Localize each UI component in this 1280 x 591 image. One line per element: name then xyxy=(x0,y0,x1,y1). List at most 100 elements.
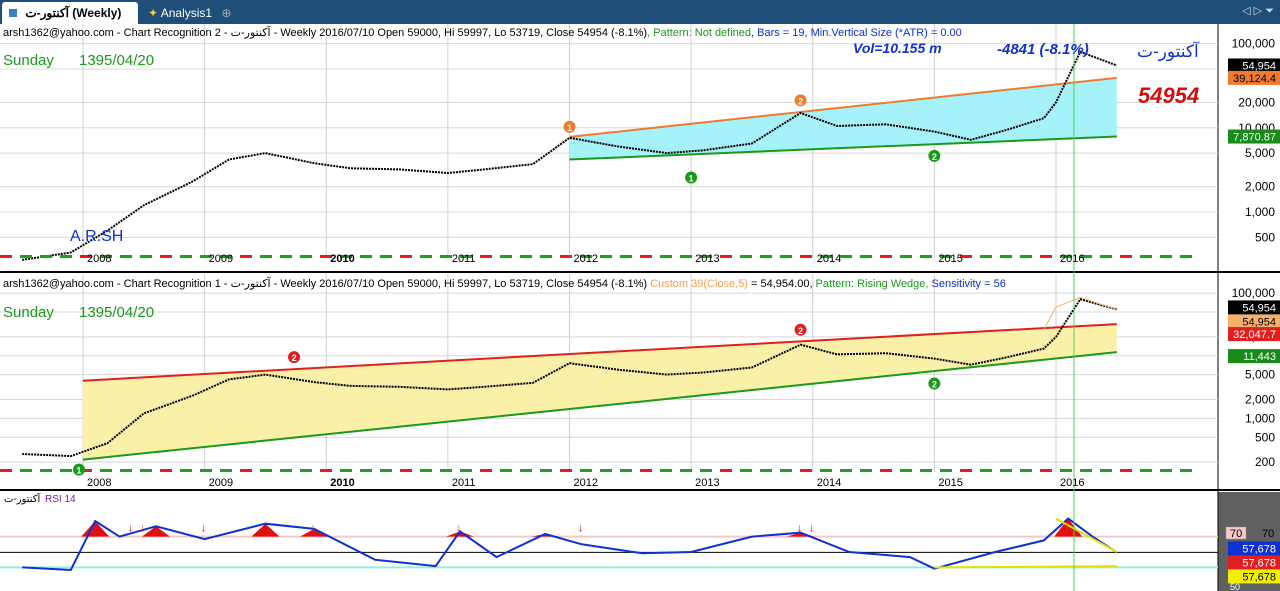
add-tab-icon[interactable]: ⊕ xyxy=(221,6,232,20)
pattern-point-marker-label: 1 xyxy=(689,174,694,184)
rsi-tag xyxy=(1228,541,1280,556)
channel-upper-line[interactable] xyxy=(569,76,1117,138)
wedge-upper-line[interactable] xyxy=(82,323,1117,382)
rsi-signal-arrow-icon: ↓ xyxy=(456,520,462,534)
wedge-lower-line[interactable] xyxy=(82,351,1117,461)
tab-analysis[interactable]: ✦ Analysis1 ⊕ xyxy=(142,2,238,24)
volume-stripe xyxy=(580,255,592,258)
wedge-fill xyxy=(83,324,1117,460)
volume-stripe xyxy=(480,255,492,258)
volume-stripe xyxy=(460,255,472,258)
y-tick-label: 100,000 xyxy=(1232,37,1276,51)
volume-stripe xyxy=(460,469,472,472)
volume-stripe xyxy=(200,255,212,258)
chart-area[interactable]: ↓ ↓ ↓ ↓ ↓ ↓ ↓ ↓ ↓ 1 2 1 2 1 2 2 2 arsh1362@yahoo.com - C… xyxy=(0,24,1280,591)
pattern-point-marker xyxy=(928,149,941,162)
pattern-point-marker xyxy=(288,351,301,364)
volume-stripe xyxy=(1160,469,1172,472)
price-tag-text: 7,870.87 xyxy=(1233,132,1276,144)
price-tag xyxy=(1228,300,1280,315)
volume-stripe xyxy=(320,469,332,472)
volume-stripe xyxy=(240,469,252,472)
rsi-trend-line xyxy=(934,565,1117,569)
volume-stripe xyxy=(800,469,812,472)
x-tick-label: 2012 xyxy=(574,253,598,265)
x-tick-label: 2014 xyxy=(817,253,841,265)
volume-stripe xyxy=(800,255,812,258)
y-tick-label: 2,000 xyxy=(1245,393,1275,407)
y-tick-label: 500 xyxy=(1255,430,1275,444)
volume-stripe xyxy=(140,255,152,258)
pattern-point-marker-label: 2 xyxy=(798,326,803,336)
rsi-signal-arrow-icon: ↓ xyxy=(1064,520,1070,534)
volume-stripe xyxy=(340,469,352,472)
date-label: 1395/04/20 xyxy=(79,52,154,69)
volume-stripe xyxy=(1080,469,1092,472)
y-tick-label: 1,000 xyxy=(1245,411,1275,425)
volume-stripe xyxy=(860,255,872,258)
volume-stripe xyxy=(760,255,772,258)
volume-stripe xyxy=(1120,469,1132,472)
volume-stripe xyxy=(620,469,632,472)
volume-stripe xyxy=(1180,255,1192,258)
volume-stripe xyxy=(780,255,792,258)
y-tick-label: 100,000 xyxy=(1232,286,1276,300)
rsi-signal-arrow-icon: ↓ xyxy=(201,520,207,534)
volume-stripe xyxy=(880,255,892,258)
volume-stripe xyxy=(860,469,872,472)
volume-stripe xyxy=(700,469,712,472)
price-tag xyxy=(1228,129,1280,144)
volume-stripe xyxy=(660,255,672,258)
price-series-line xyxy=(22,50,1118,261)
volume-stripe xyxy=(1140,255,1152,258)
day-label: Sunday xyxy=(3,304,54,321)
volume-stripe xyxy=(700,255,712,258)
price-tag-text: 54,954 xyxy=(1242,60,1276,72)
tab-chart[interactable]: آکنتور-ت (Weekly) × xyxy=(2,2,138,42)
volume-stripe xyxy=(720,255,732,258)
pattern-point-marker-label: 1 xyxy=(567,123,572,133)
volume-stripe xyxy=(740,255,752,258)
x-tick-label: 2009 xyxy=(209,253,233,265)
volume-stripe xyxy=(1100,469,1112,472)
channel-fill xyxy=(569,77,1117,160)
volume-stripe xyxy=(120,255,132,258)
y-tick-label: 2,000 xyxy=(1245,180,1275,194)
volume-stripe xyxy=(180,469,192,472)
rsi-tag-text: 57,678 xyxy=(1242,543,1276,555)
volume-stripe xyxy=(1100,255,1112,258)
volume-stripe xyxy=(220,469,232,472)
price-label: 54954 xyxy=(1138,83,1199,108)
volume-stripe xyxy=(720,469,732,472)
y-tick-label: 20,000 xyxy=(1238,95,1275,109)
tab-nav-arrows[interactable]: ◁ ▷ ⏷ xyxy=(1242,5,1274,17)
volume-stripe xyxy=(160,469,172,472)
price-tag xyxy=(1228,349,1280,364)
volume-stripe xyxy=(100,469,112,472)
tab-analysis-label: Analysis1 xyxy=(160,6,213,20)
rsi-level-box-text: 70 xyxy=(1230,528,1242,540)
sensitivity-label: Sensitivity = 56 xyxy=(928,278,1005,290)
volume-stripe xyxy=(480,469,492,472)
volume-stripe xyxy=(1040,255,1052,258)
channel-lower-line[interactable] xyxy=(569,135,1117,161)
volume-stripe xyxy=(120,469,132,472)
author-label: A.R.SH xyxy=(70,228,123,245)
rsi-tag xyxy=(1228,555,1280,570)
tab-chart-label: آکنتور-ت (Weekly) xyxy=(25,6,122,20)
pattern-point-marker xyxy=(685,171,698,184)
x-tick-label: 2010 xyxy=(330,477,354,489)
volume-stripe xyxy=(940,255,952,258)
day-label: Sunday xyxy=(3,52,54,69)
volume-stripe xyxy=(500,255,512,258)
volume-stripe xyxy=(320,255,332,258)
date-label: 1395/04/20 xyxy=(79,304,154,321)
volume-stripe xyxy=(900,469,912,472)
custom-label: Custom 39(Close,5) xyxy=(650,278,748,290)
volume-stripe xyxy=(80,469,92,472)
volume-stripe xyxy=(600,469,612,472)
y-tick-label: 500 xyxy=(1255,230,1275,244)
volume-stripe xyxy=(960,255,972,258)
pattern-point-marker xyxy=(73,463,85,476)
rsi-level-box xyxy=(1225,526,1247,540)
